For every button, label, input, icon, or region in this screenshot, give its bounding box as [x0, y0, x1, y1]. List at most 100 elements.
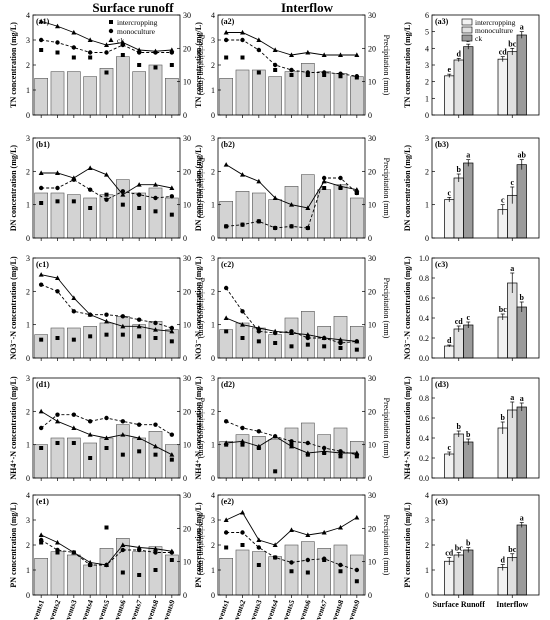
y2-tick-label: 10: [368, 558, 376, 567]
y2-tick-label: 30: [183, 254, 191, 263]
x-tick-label: events6: [111, 598, 128, 620]
y2-tick-label: 20: [183, 287, 191, 296]
significance-letter: c: [447, 188, 451, 197]
y-tick-label: 4: [211, 11, 215, 20]
point-intercropping: [39, 337, 44, 342]
bar-monoculture: [453, 177, 464, 239]
y-tick-label: 4: [211, 491, 215, 500]
point-intercropping: [240, 543, 245, 547]
y-tick-label: 2: [425, 541, 429, 550]
precip-bar: [219, 329, 233, 359]
point-intercropping: [256, 339, 261, 344]
point-monoculture: [104, 415, 109, 421]
point-monoculture: [338, 340, 343, 346]
y-axis-label: DN concentration (mg/L): [403, 145, 412, 232]
y-tick-label: 0: [425, 111, 429, 120]
y2-tick-label: 0: [183, 111, 187, 120]
y2-tick-label: 10: [183, 78, 191, 87]
panel-label: (a1): [36, 17, 50, 26]
x-tick-label: events9: [345, 598, 362, 620]
panel-label: (b1): [36, 140, 50, 149]
point-intercropping: [104, 192, 109, 197]
bar-monoculture: [507, 409, 518, 479]
point-ck: [104, 435, 109, 440]
y-tick-label: 6: [425, 11, 429, 20]
point-ck: [120, 432, 126, 437]
point-intercropping: [169, 457, 174, 462]
bar-ck: [516, 306, 527, 359]
y2-axis-label: Precipitation (mm): [197, 515, 206, 576]
significance-letter: d: [447, 336, 452, 345]
point-ck: [272, 542, 278, 547]
y2-tick-label: 10: [183, 321, 191, 330]
point-ck: [321, 529, 327, 535]
precip-bar: [83, 76, 97, 116]
point-monoculture: [55, 412, 60, 417]
point-intercropping: [305, 342, 310, 347]
significance-letter: d: [457, 49, 462, 58]
precip-bar: [349, 197, 364, 239]
point-ck: [120, 323, 126, 329]
point-intercropping: [137, 449, 142, 454]
point-ck: [354, 450, 360, 455]
point-ck: [71, 175, 77, 180]
point-intercropping: [256, 563, 261, 567]
point-ck: [223, 440, 229, 445]
bar-monoculture: [453, 433, 464, 479]
point-ck: [289, 52, 294, 57]
point-intercropping: [289, 569, 294, 574]
y-tick-label: 0: [211, 234, 215, 243]
y-tick-label: 0.2: [419, 454, 429, 463]
point-ck: [38, 272, 44, 277]
point-ck: [104, 562, 109, 567]
precip-bar: [252, 436, 266, 479]
y2-tick-label: 0: [183, 591, 187, 600]
y-tick-label: 1: [211, 201, 215, 210]
y2-tick-label: 30: [368, 254, 376, 263]
y-tick-label: 0: [425, 234, 429, 243]
bar-monoculture: [453, 59, 464, 116]
plot-frame: [431, 257, 540, 359]
y2-axis-label: Precipitation (mm): [382, 398, 391, 459]
precip-bar: [317, 326, 331, 359]
precip-bar: [268, 556, 282, 596]
y-tick-label: 0.2: [419, 334, 429, 343]
y-tick-label: 2: [26, 407, 30, 416]
significance-letter: c: [466, 313, 470, 322]
precip-bar: [132, 192, 146, 239]
legend-marker-intercropping: [109, 20, 113, 24]
precip-bar: [83, 326, 97, 359]
x-category-label: Interflow: [496, 600, 528, 609]
point-monoculture: [223, 37, 229, 43]
y-axis-label: NH4⁺-N concentration (mg/L): [9, 376, 18, 480]
bar-ck: [516, 164, 527, 239]
y-tick-label: 0: [211, 474, 215, 483]
point-ck: [289, 202, 294, 207]
y2-tick-label: 30: [368, 134, 376, 143]
y-axis-label: NH4⁺-N concentration (mg/L): [403, 376, 412, 480]
y2-tick-label: 10: [368, 321, 376, 330]
point-ck: [256, 443, 262, 449]
y-tick-label: 0: [26, 111, 30, 120]
point-ck: [223, 29, 229, 35]
point-ck: [153, 546, 158, 551]
point-intercropping: [338, 569, 343, 574]
y-tick-label: 4: [26, 491, 30, 500]
precip-bar: [349, 554, 364, 596]
point-monoculture: [305, 335, 311, 341]
point-intercropping: [354, 347, 359, 352]
y-tick-label: 0: [425, 591, 429, 600]
legend-label-intercropping: intercropping: [475, 18, 516, 27]
point-intercropping: [55, 550, 60, 555]
precip-bar: [235, 549, 250, 596]
point-ck: [55, 539, 60, 545]
significance-letter: a: [510, 264, 514, 273]
y2-tick-label: 0: [368, 111, 372, 120]
significance-letter: b: [520, 293, 525, 302]
precip-bar: [268, 199, 282, 239]
y-tick-label: 3: [26, 36, 30, 45]
y-tick-label: 2: [211, 287, 215, 296]
point-intercropping: [39, 446, 44, 450]
